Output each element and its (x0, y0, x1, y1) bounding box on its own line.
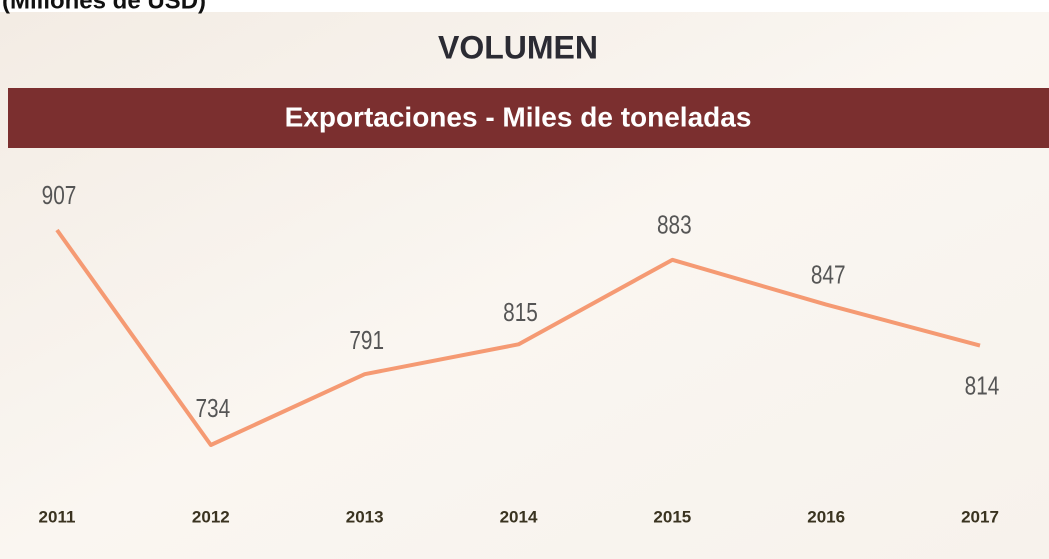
chart-title: VOLUMEN (438, 29, 598, 65)
value-label: 883 (657, 211, 692, 240)
x-tick-label: 2017 (961, 507, 999, 526)
value-label: 734 (195, 394, 230, 423)
x-tick-label: 2013 (346, 507, 384, 526)
x-tick-label: 2015 (653, 507, 691, 526)
x-tick-label: 2011 (39, 507, 76, 526)
chart-subtitle: Exportaciones - Miles de toneladas (285, 101, 752, 132)
value-label: 815 (503, 298, 538, 327)
value-label: 907 (42, 181, 77, 210)
value-label: 814 (965, 371, 1000, 400)
x-tick-label: 2016 (807, 507, 845, 526)
x-tick-label: 2014 (500, 507, 538, 526)
x-tick-label: 2012 (192, 507, 230, 526)
data-line (55, 228, 981, 447)
value-label: 847 (811, 260, 846, 289)
top-note: (Millones de USD) (2, 0, 206, 14)
subtitle-banner (8, 88, 1049, 148)
value-label: 791 (349, 326, 384, 355)
